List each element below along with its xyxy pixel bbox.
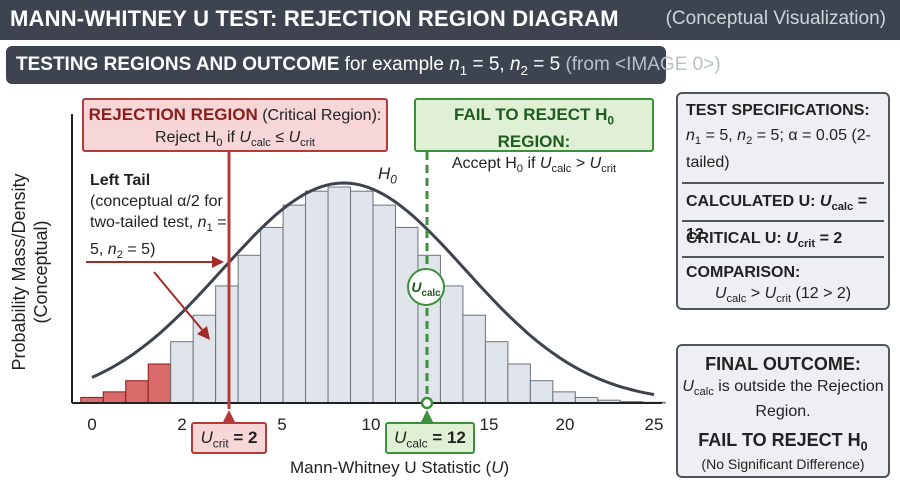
rejection-region-rule: Reject H0 if Ucalc ≤ Ucrit bbox=[154, 129, 316, 150]
page-title: MANN-WHITNEY U TEST: REJECTION REGION DI… bbox=[10, 6, 619, 31]
fail-to-reject-title: FAIL TO REJECT H0 REGION: bbox=[454, 105, 614, 152]
rejection-region-title: REJECTION REGION bbox=[88, 105, 258, 124]
left-tail-title: Left Tail bbox=[90, 172, 151, 189]
section-header: TESTING REGIONS AND OUTCOME for example … bbox=[6, 46, 721, 84]
histogram-bar bbox=[125, 380, 149, 404]
histogram-bar bbox=[350, 190, 374, 404]
spec-crit-title: CRITICAL U: bbox=[686, 230, 782, 247]
left-tail-arrowhead-2 bbox=[197, 326, 210, 340]
x-tick-label: 0 bbox=[87, 415, 97, 434]
x-tick-label: 15 bbox=[479, 415, 499, 434]
histogram-bars bbox=[80, 186, 666, 404]
outcome-text: Ucalc is outside the Rejection Region. bbox=[682, 378, 884, 421]
histogram-bar bbox=[305, 190, 329, 404]
spec-calc-title: CALCULATED U: bbox=[686, 193, 816, 210]
left-tail-arrowhead-1 bbox=[212, 256, 224, 268]
left-tail-arrow-2 bbox=[153, 271, 205, 333]
fail-to-reject-box: FAIL TO REJECT H0 REGION: Accept H0 if U… bbox=[414, 98, 654, 176]
fail-to-reject-rule: Accept H0 if Ucalc > Ucrit bbox=[451, 155, 617, 176]
histogram-bar bbox=[462, 314, 486, 404]
spec-title: TEST SPECIFICATIONS: bbox=[686, 102, 870, 119]
x-tick-label: 2 bbox=[177, 415, 187, 434]
histogram-bar bbox=[237, 254, 262, 404]
diagram-canvas: MANN-WHITNEY U TEST: REJECTION REGION DI… bbox=[0, 0, 900, 478]
test-specifications-panel: TEST SPECIFICATIONS: n1 = 5, n2 = 5; α =… bbox=[676, 92, 890, 310]
page-subtitle: (Conceptual Visualization) bbox=[665, 8, 886, 29]
final-outcome-panel: FINAL OUTCOME: Ucalc is outside the Reje… bbox=[676, 344, 890, 478]
outcome-decision: FAIL TO REJECT H0 bbox=[698, 430, 868, 454]
title-bar: MANN-WHITNEY U TEST: REJECTION REGION DI… bbox=[0, 0, 900, 40]
rejection-region-box: REJECTION REGION (Critical Region): Reje… bbox=[82, 98, 388, 152]
x-tick-label: 5 bbox=[277, 415, 287, 434]
left-tail-text: (conceptual α/2 for two-tailed test, n1 … bbox=[90, 193, 227, 262]
histogram-bar bbox=[102, 391, 127, 404]
ucalc-point bbox=[420, 396, 434, 410]
spec-comparison: COMPARISON: Ucalc > Ucrit (12 > 2) bbox=[682, 258, 884, 306]
histogram-bar bbox=[484, 341, 509, 404]
ucrit-label: Ucrit = 2 bbox=[191, 422, 267, 454]
spec-params-text: n1 = 5, n2 = 5; α = 0.05 (2-tailed) bbox=[686, 127, 871, 172]
outcome-note: (No Significant Difference) bbox=[701, 455, 865, 472]
h0-curve-label: H0 bbox=[378, 164, 397, 187]
histogram-bar bbox=[372, 204, 396, 404]
ucalc-marker bbox=[421, 410, 433, 422]
ucrit-marker bbox=[223, 410, 235, 422]
x-tick-label: 25 bbox=[644, 415, 664, 434]
histogram-bar bbox=[170, 341, 194, 404]
histogram-bar bbox=[327, 186, 352, 404]
rejection-region-suffix: (Critical Region): bbox=[262, 107, 382, 124]
section-header-bold: TESTING REGIONS AND OUTCOME bbox=[16, 54, 340, 75]
histogram-bar bbox=[529, 380, 554, 404]
spec-comp-title: COMPARISON: bbox=[686, 264, 801, 281]
distribution-plot bbox=[71, 114, 666, 422]
ucalc-circle-marker: Ucalc bbox=[407, 268, 445, 306]
histogram-bar bbox=[552, 391, 576, 404]
histogram-bar bbox=[439, 285, 464, 404]
spec-params: TEST SPECIFICATIONS: n1 = 5, n2 = 5; α =… bbox=[682, 96, 884, 184]
outcome-title: FINAL OUTCOME: bbox=[705, 354, 861, 374]
section-header-source: (from <IMAGE 0>) bbox=[565, 54, 721, 75]
spec-comp-value: Ucalc > Ucrit (12 > 2) bbox=[714, 285, 852, 306]
x-tick-label: 10 bbox=[361, 415, 381, 434]
ucalc-label: Ucalc = 12 bbox=[385, 422, 475, 454]
histogram-bar bbox=[260, 226, 284, 404]
spec-calculated: CALCULATED U: Ucalc = 12 bbox=[682, 184, 884, 243]
histogram-bar bbox=[147, 363, 172, 404]
spec-crit-value: Ucrit = 2 bbox=[786, 230, 843, 251]
y-axis-label: Probability Mass/Density (Conceptual) bbox=[9, 173, 51, 371]
histogram-bar bbox=[394, 226, 419, 404]
section-header-text: for example n1 = 5, n2 = 5 bbox=[344, 54, 566, 78]
spec-calc-value: Ucalc = 12 bbox=[686, 193, 868, 244]
spec-critical: CRITICAL U: Ucrit = 2 bbox=[682, 222, 884, 258]
histogram-bar bbox=[282, 204, 307, 404]
x-axis-label: Mann-Whitney U Statistic (U) bbox=[290, 458, 510, 477]
histogram-bar bbox=[507, 363, 531, 404]
x-tick-label: 20 bbox=[555, 415, 575, 434]
left-tail-annotation: Left Tail (conceptual α/2 for two-tailed… bbox=[90, 170, 230, 266]
histogram-bar bbox=[215, 285, 239, 404]
